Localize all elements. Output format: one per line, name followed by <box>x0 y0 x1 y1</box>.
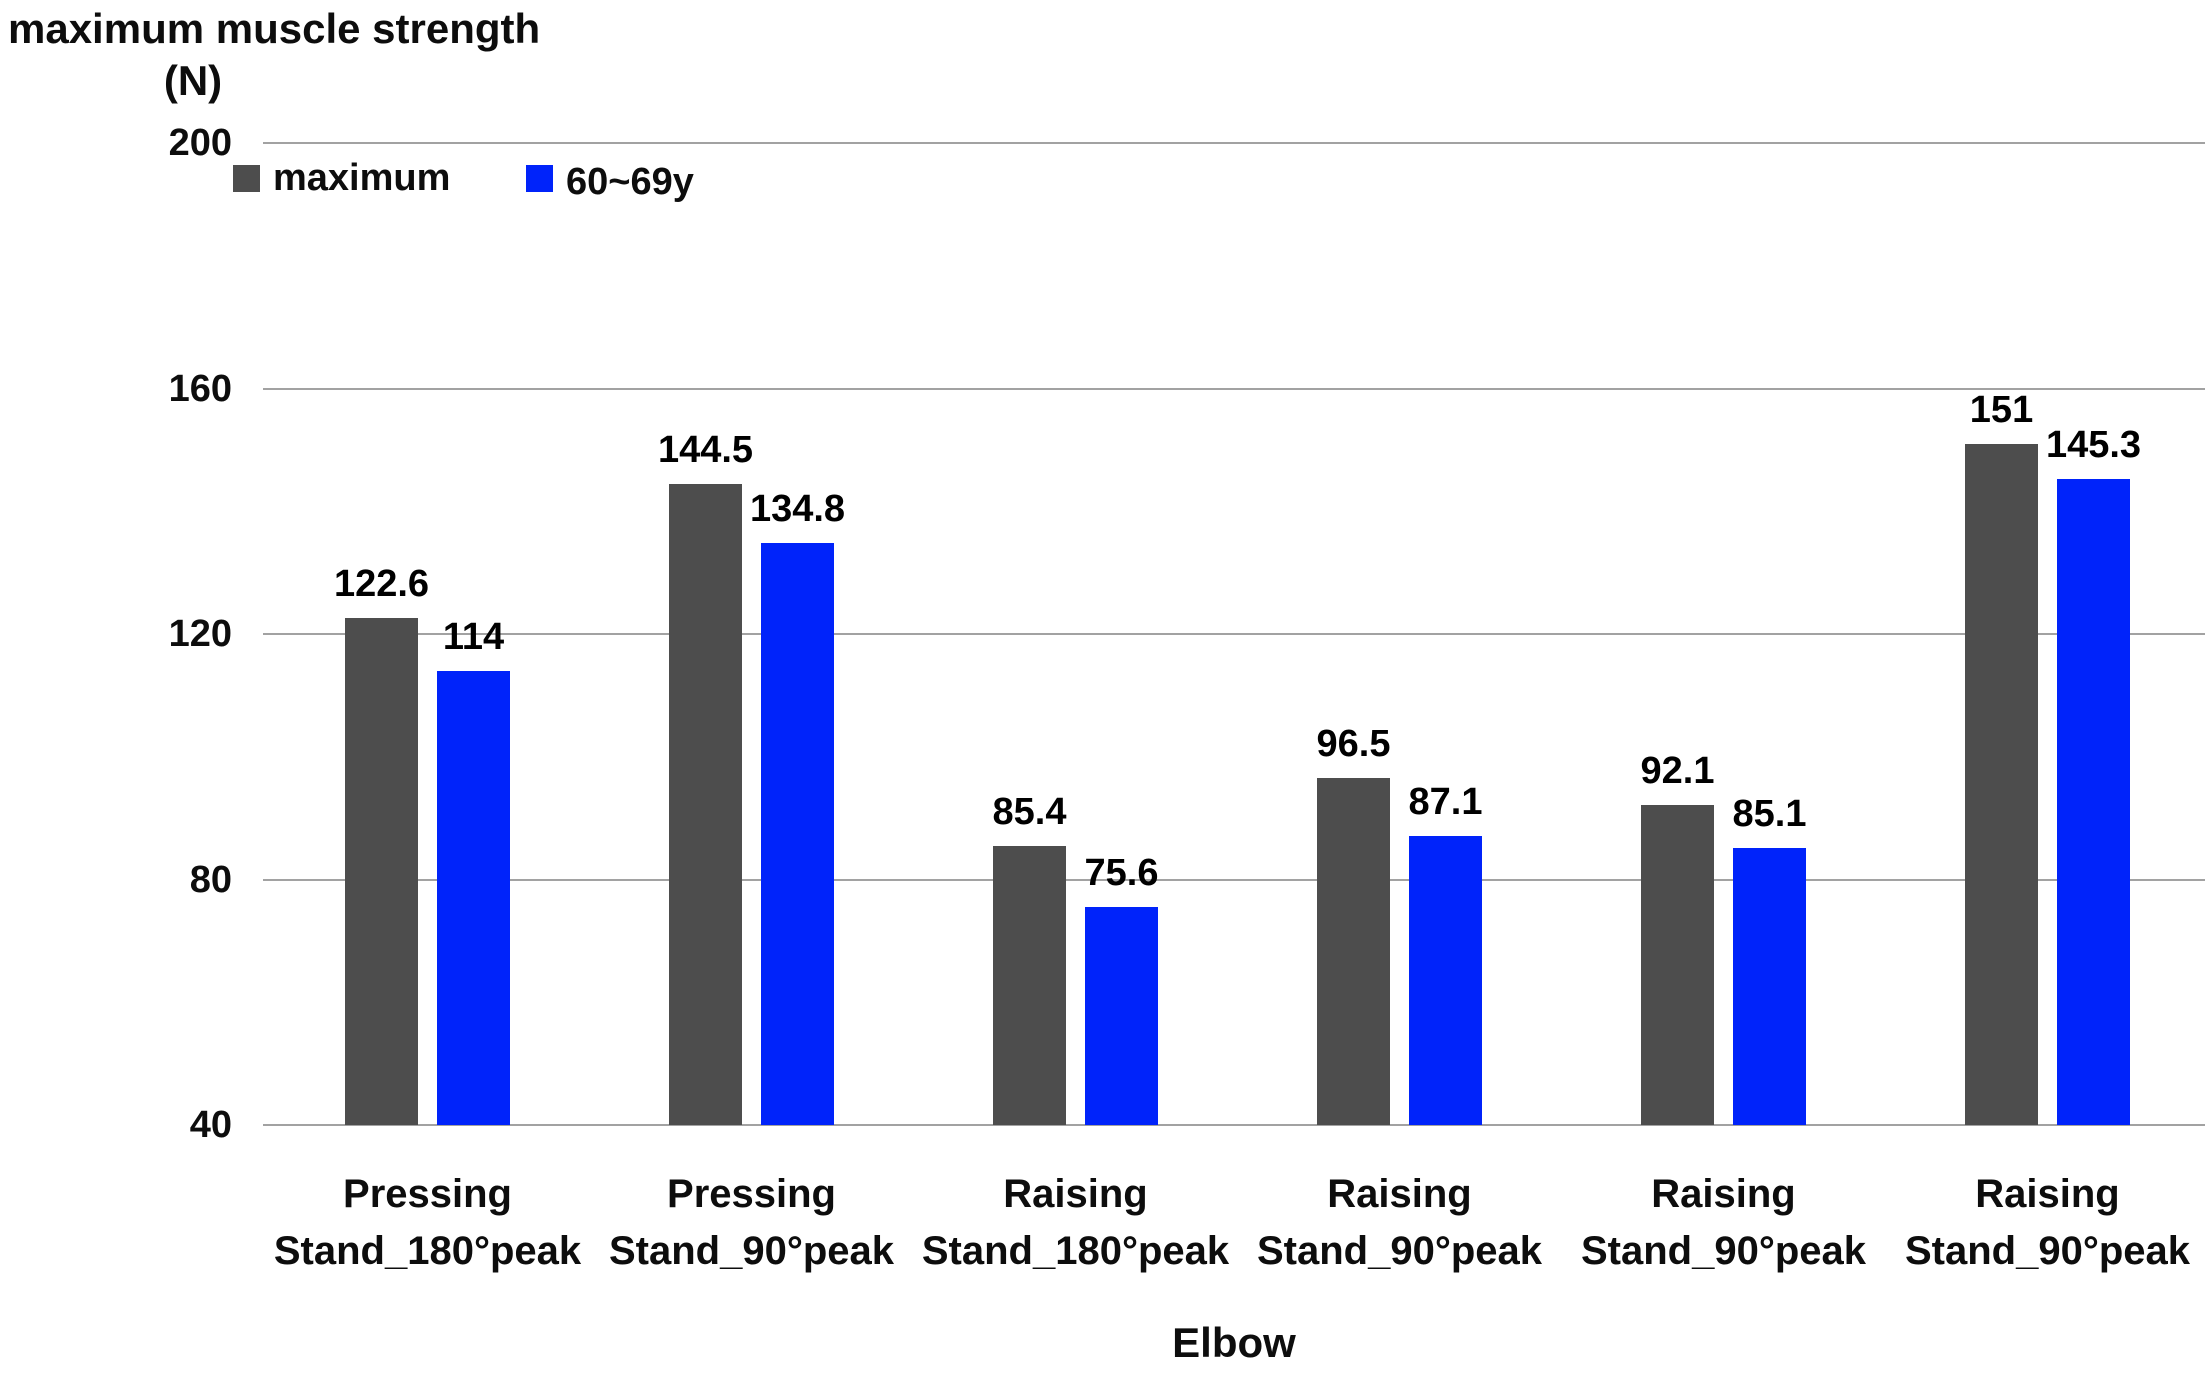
bar-maximum-cat3 <box>993 846 1066 1125</box>
plot-area: 122.6 114 144.5 134.8 85.4 75.6 96.5 87.1 92.1 85… <box>263 142 2205 1126</box>
bar-maximum-cat1 <box>345 618 418 1125</box>
y-tick-label-80: 80 <box>189 858 232 901</box>
bar-value-label-maximum-cat2: 144.5 <box>657 428 754 471</box>
y-tick-label-160: 160 <box>168 367 232 410</box>
bar-value-label-60~69y-cat5: 85.1 <box>1732 793 1807 836</box>
y-tick-label-120: 120 <box>168 613 232 655</box>
category-label-1: Pressing Stand_180°peak <box>273 1172 582 1273</box>
gridline-160 <box>263 387 2205 390</box>
legend-swatch-60-69y-icon <box>526 164 553 192</box>
bar-maximum-cat5 <box>1641 805 1714 1125</box>
bar-maximum-cat6 <box>1965 443 2038 1125</box>
bar-value-label-60~69y-cat2: 134.8 <box>749 488 846 531</box>
gridline-120 <box>263 633 2205 635</box>
y-axis-title: maximum muscle strength <box>8 5 541 52</box>
bar-maximum-cat2 <box>669 483 742 1125</box>
bar-value-label-maximum-cat4: 96.5 <box>1316 723 1391 766</box>
bar-60~69y-cat5 <box>1733 848 1806 1125</box>
bar-60~69y-cat1 <box>437 670 510 1125</box>
category-label-2: Pressing Stand_90°peak <box>608 1172 895 1273</box>
gridline-40 <box>263 1124 2205 1126</box>
bar-60~69y-cat6 <box>2057 478 2130 1125</box>
category-label-5: Raising Stand_90°peak <box>1580 1172 1867 1273</box>
bar-value-label-maximum-cat3: 85.4 <box>992 791 1067 834</box>
bar-60~69y-cat3 <box>1085 906 1158 1125</box>
y-tick-label-200: 200 <box>168 122 232 164</box>
legend-swatch-maximum-icon <box>233 164 260 192</box>
bar-value-label-60~69y-cat6: 145.3 <box>2045 423 2142 466</box>
gridline-200 <box>263 142 2205 144</box>
bar-value-label-maximum-cat1: 122.6 <box>333 563 430 606</box>
y-axis-unit-label: (N) <box>163 57 223 104</box>
bar-value-label-60~69y-cat4: 87.1 <box>1408 780 1483 823</box>
bar-60~69y-cat2 <box>761 543 834 1125</box>
legend-item-maximum: maximum <box>233 156 450 200</box>
category-label-3: Raising Stand_180°peak <box>921 1172 1230 1273</box>
bar-value-label-maximum-cat6: 151 <box>1969 388 2034 431</box>
y-tick-label-40: 40 <box>189 1104 232 1146</box>
bar-value-label-maximum-cat5: 92.1 <box>1640 750 1715 793</box>
bar-60~69y-cat4 <box>1409 835 1482 1125</box>
bar-maximum-cat4 <box>1317 778 1390 1125</box>
category-label-4: Raising Stand_90°peak <box>1256 1172 1543 1273</box>
x-axis-title: Elbow <box>1172 1319 1296 1366</box>
bar-value-label-60~69y-cat1: 114 <box>442 615 505 658</box>
gridline-80 <box>263 878 2205 881</box>
legend-label-60-69y: 60~69y <box>566 161 694 203</box>
legend-label-maximum: maximum <box>273 157 451 199</box>
legend-item-60-69y: 60~69y <box>526 156 694 203</box>
category-label-6: Raising Stand_90°peak <box>1904 1172 2191 1273</box>
bar-value-label-60~69y-cat3: 75.6 <box>1084 851 1159 894</box>
